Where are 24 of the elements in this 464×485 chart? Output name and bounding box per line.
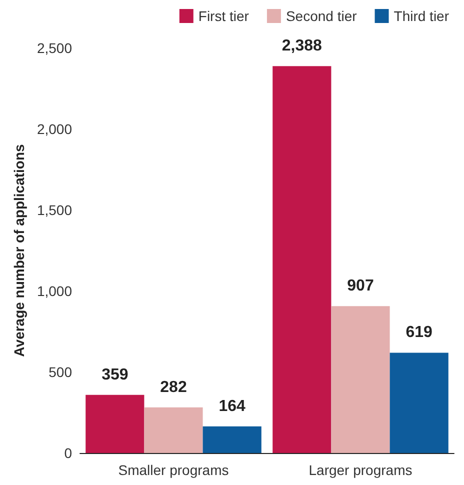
bar <box>331 306 390 453</box>
data-label: 164 <box>218 398 246 415</box>
y-tick-label: 1,000 <box>36 283 72 299</box>
legend-label: Third tier <box>394 8 450 24</box>
bar <box>86 394 144 453</box>
x-tick-label: Larger programs <box>308 462 412 478</box>
y-tick-label: 500 <box>48 364 72 380</box>
legend-label: Second tier <box>286 8 358 24</box>
data-label: 282 <box>160 378 187 396</box>
data-label: 359 <box>102 366 128 384</box>
bar <box>272 66 332 453</box>
y-tick-label: 1,500 <box>36 202 72 218</box>
data-label: 907 <box>347 278 374 295</box>
y-axis-title: Average number of applications <box>11 144 28 357</box>
data-label: 2,388 <box>282 38 322 55</box>
y-tick-label: 0 <box>64 445 72 461</box>
bar <box>390 352 448 453</box>
y-tick-label: 2,000 <box>36 121 72 137</box>
y-tick-label: 2,500 <box>36 40 72 56</box>
bar <box>202 426 262 453</box>
bar <box>144 407 203 453</box>
data-label: 619 <box>406 324 433 342</box>
legend-label: First tier <box>198 8 250 24</box>
x-tick-label: Smaller programs <box>118 462 229 478</box>
